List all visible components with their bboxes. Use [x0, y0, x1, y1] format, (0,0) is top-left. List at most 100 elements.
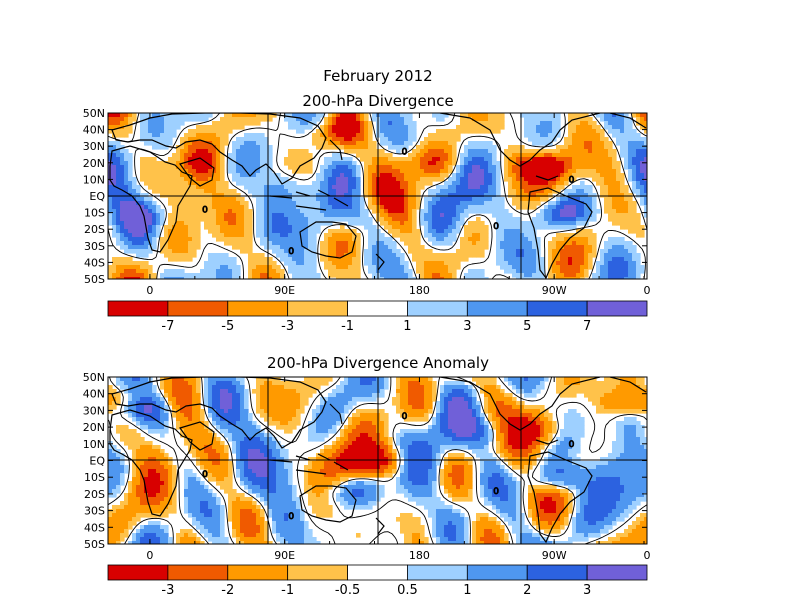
field-cell — [604, 149, 609, 154]
field-cell — [480, 377, 485, 382]
field-cell — [228, 221, 233, 226]
field-cell — [280, 201, 285, 206]
field-cell — [636, 137, 641, 142]
field-cell — [252, 273, 257, 278]
field-cell — [232, 241, 237, 246]
field-cell — [612, 381, 617, 386]
field-cell — [236, 265, 241, 270]
field-cell — [532, 141, 537, 146]
colorbar-swatch — [526, 300, 588, 317]
field-cell — [168, 237, 173, 242]
field-cell — [248, 157, 253, 162]
field-cell — [192, 277, 197, 279]
field-cell — [256, 117, 261, 122]
field-cell — [280, 217, 285, 222]
field-cell — [200, 161, 205, 166]
field-cell — [520, 381, 525, 386]
field-cell — [560, 237, 565, 242]
field-cell — [608, 121, 613, 126]
field-cell — [584, 377, 589, 382]
field-cell — [384, 217, 389, 222]
field-cell — [460, 241, 465, 246]
field-cell — [408, 225, 413, 230]
field-cell — [588, 381, 593, 386]
field-cell — [564, 237, 569, 242]
field-cell — [500, 249, 505, 254]
field-cell — [224, 205, 229, 210]
field-cell — [464, 157, 469, 162]
field-cell — [560, 209, 565, 214]
field-cell — [188, 253, 193, 258]
field-cell — [564, 177, 569, 182]
field-cell — [632, 153, 637, 158]
field-cell — [120, 265, 125, 270]
field-cell — [136, 225, 141, 230]
field-cell — [108, 389, 113, 394]
field-cell — [504, 225, 509, 230]
field-cell — [168, 197, 173, 202]
field-cell — [436, 257, 441, 262]
field-cell — [288, 201, 293, 206]
field-cell — [616, 121, 621, 126]
field-cell — [188, 169, 193, 174]
field-cell — [628, 205, 633, 210]
field-cell — [516, 173, 521, 178]
field-cell — [208, 381, 213, 386]
field-cell — [324, 237, 329, 242]
field-cell — [480, 277, 485, 279]
field-cell — [220, 165, 225, 170]
field-cell — [172, 229, 177, 234]
field-cell — [512, 253, 517, 258]
field-cell — [136, 217, 141, 222]
field-cell — [548, 173, 553, 178]
field-cell — [356, 221, 361, 226]
field-cell — [276, 221, 281, 226]
field-cell — [280, 205, 285, 210]
field-cell — [464, 169, 469, 174]
field-cell — [564, 137, 569, 142]
field-cell — [136, 241, 141, 246]
field-cell — [580, 181, 585, 186]
field-cell — [296, 381, 301, 386]
field-cell — [400, 389, 405, 394]
field-cell — [464, 197, 469, 202]
field-cell — [424, 377, 429, 382]
field-cell — [372, 189, 377, 194]
field-cell — [200, 125, 205, 130]
field-cell — [592, 177, 597, 182]
field-cell — [212, 261, 217, 266]
field-cell — [496, 117, 501, 122]
field-cell — [604, 381, 609, 386]
field-cell — [272, 173, 277, 178]
field-cell — [288, 233, 293, 238]
field-cell — [528, 153, 533, 158]
field-cell — [472, 117, 477, 122]
field-cell — [448, 193, 453, 198]
field-cell — [476, 125, 481, 130]
field-cell — [576, 381, 581, 386]
field-cell — [396, 253, 401, 258]
field-cell — [384, 117, 389, 122]
field-cell — [568, 161, 573, 166]
field-cell — [484, 157, 489, 162]
field-cell — [564, 221, 569, 226]
field-cell — [488, 141, 493, 146]
field-cell — [612, 165, 617, 170]
field-cell — [256, 265, 261, 270]
field-cell — [216, 389, 221, 394]
field-cell — [572, 237, 577, 242]
field-cell — [576, 165, 581, 170]
field-cell — [456, 193, 461, 198]
field-cell — [124, 165, 129, 170]
field-cell — [112, 389, 117, 394]
field-cell — [604, 117, 609, 122]
field-cell — [176, 157, 181, 162]
field-cell — [184, 385, 189, 390]
field-cell — [336, 189, 341, 194]
field-cell — [284, 193, 289, 198]
field-cell — [232, 121, 237, 126]
field-cell — [416, 381, 421, 386]
field-cell — [200, 145, 205, 150]
field-cell — [144, 129, 149, 134]
field-cell — [164, 169, 169, 174]
